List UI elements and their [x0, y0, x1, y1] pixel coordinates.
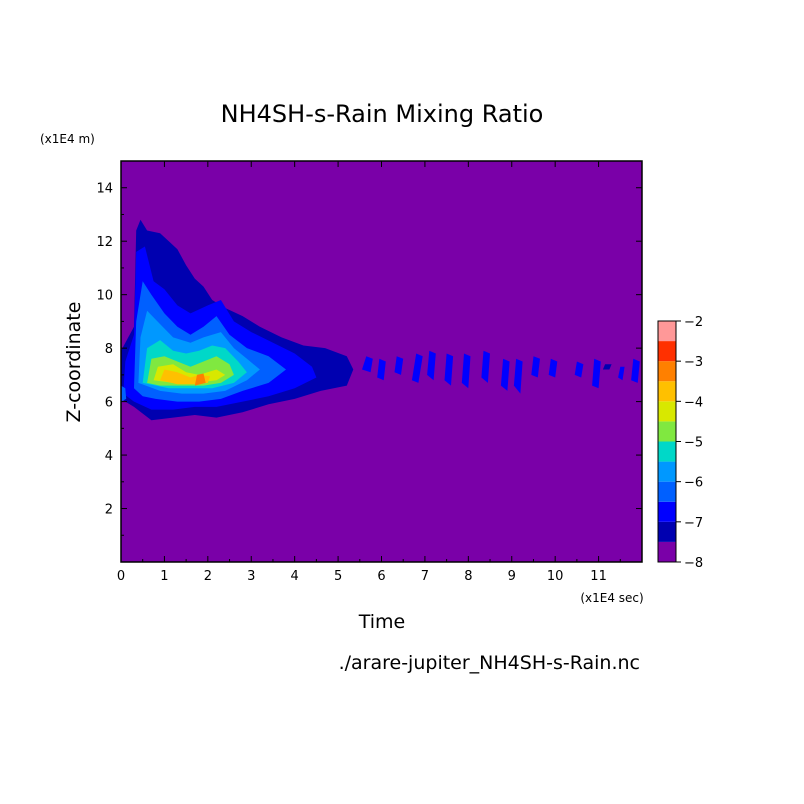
y-tick-label: 12	[96, 235, 113, 250]
x-tick-label: 1	[160, 569, 168, 584]
y-tick-label: 8	[105, 342, 113, 357]
y-axis-label: Z-coordinate	[63, 302, 85, 423]
colorbar-swatch	[658, 521, 676, 542]
colorbar-swatch	[658, 501, 676, 522]
contour-region	[362, 356, 373, 373]
x-tick-label: 4	[291, 569, 299, 584]
colorbar-tick-label: −5	[684, 436, 703, 451]
contour-region	[377, 358, 386, 381]
x-unit-label: (x1E4 sec)	[580, 591, 643, 605]
contour-region	[574, 361, 584, 378]
x-tick-label: 3	[247, 569, 255, 584]
colorbar-tick-label: −3	[684, 355, 703, 370]
contour-region	[394, 356, 404, 375]
contour-region	[631, 358, 640, 383]
source-filename: ./arare-jupiter_NH4SH-s-Rain.nc	[339, 652, 640, 674]
colorbar-swatch	[658, 481, 676, 502]
colorbar-swatch	[658, 381, 676, 402]
contour-region	[500, 358, 510, 391]
x-axis: 0 1 2 3 4 5 6 7 8 9 10 11	[117, 161, 621, 584]
y-tick-label: 2	[105, 503, 113, 518]
contour-region	[121, 385, 127, 402]
x-tick-label: 5	[334, 569, 342, 584]
contour-region	[592, 358, 601, 389]
colorbar-swatch	[658, 441, 676, 462]
y-tick-label: 14	[96, 182, 113, 197]
y-tick-label: 4	[105, 449, 113, 464]
contour-fills	[121, 219, 640, 421]
colorbar-swatch	[658, 541, 676, 562]
y-axis: 2 4 6 8 10 12 14	[96, 160, 642, 536]
contour-region	[531, 356, 540, 378]
contour-region	[548, 358, 558, 378]
colorbar-swatch	[658, 421, 676, 442]
x-tick-label: 11	[590, 569, 607, 584]
contour-region	[481, 350, 490, 383]
contour-region	[444, 353, 454, 386]
colorbar-swatch	[658, 341, 676, 362]
contour-region	[461, 353, 471, 389]
contour-region	[427, 350, 436, 381]
contour-region	[602, 364, 612, 370]
x-tick-label: 0	[117, 569, 125, 584]
chart-title: NH4SH-s-Rain Mixing Ratio	[221, 100, 544, 128]
x-tick-label: 7	[421, 569, 429, 584]
y-tick-label: 6	[105, 396, 113, 411]
x-tick-label: 9	[508, 569, 516, 584]
colorbar-tick-label: −2	[684, 315, 703, 330]
x-tick-label: 8	[464, 569, 472, 584]
x-tick-label: 10	[547, 569, 564, 584]
x-axis-label: Time	[358, 611, 406, 633]
colorbar-swatch	[658, 361, 676, 382]
colorbar-tick-label: −8	[684, 556, 703, 571]
y-unit-label: (x1E4 m)	[40, 132, 95, 146]
colorbar-tick-label: −7	[684, 516, 703, 531]
colorbar-swatch	[658, 321, 676, 342]
x-tick-label: 2	[204, 569, 212, 584]
colorbar-tick-label: −6	[684, 476, 703, 491]
contour-region	[411, 353, 423, 383]
contour-region	[618, 366, 625, 381]
colorbar-swatch	[658, 461, 676, 482]
y-tick-label: 10	[96, 289, 113, 304]
contour-region	[194, 373, 206, 386]
contour-region	[513, 358, 523, 394]
x-tick-label: 6	[377, 569, 385, 584]
colorbar: −2 −3 −4 −5 −6 −7 −8	[657, 315, 703, 571]
colorbar-swatch	[658, 401, 676, 422]
colorbar-tick-label: −4	[684, 395, 703, 410]
